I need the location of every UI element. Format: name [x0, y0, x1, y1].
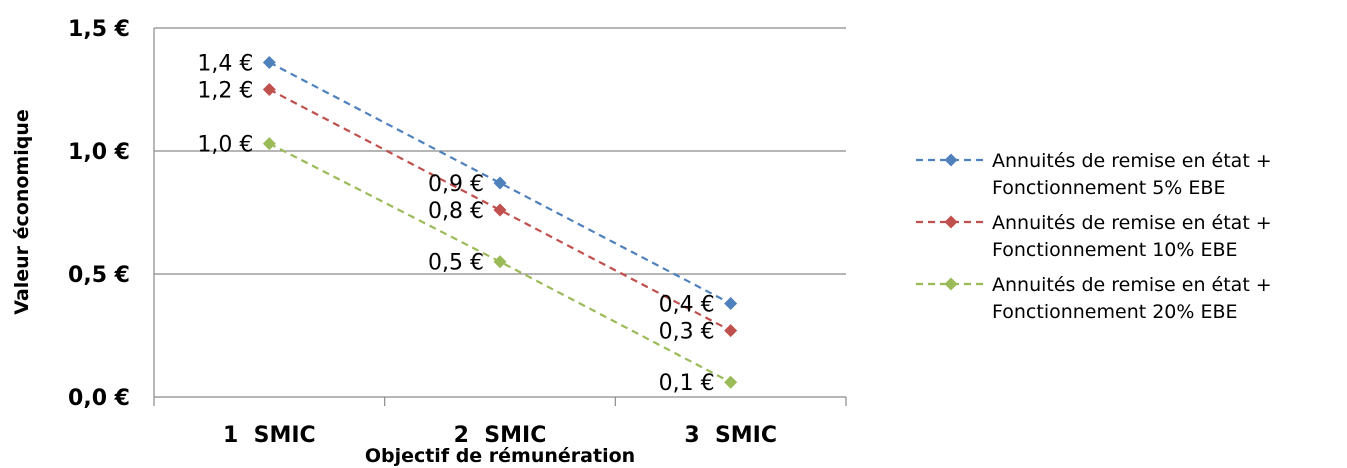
legend-label: Annuités de remise en état + — [992, 212, 1272, 234]
data-point — [262, 55, 276, 69]
legend-marker — [944, 277, 958, 291]
data-point — [262, 137, 276, 151]
y-tick-label: 1,0 € — [68, 140, 130, 165]
data-point — [724, 297, 738, 311]
legend-label: Fonctionnement 20% EBE — [992, 301, 1238, 323]
legend-label: Annuités de remise en état + — [992, 274, 1272, 296]
x-tick-label: 2 SMIC — [454, 423, 547, 448]
data-label: 0,9 € — [428, 172, 484, 197]
x-axis-title: Objectif de rémunération — [365, 445, 635, 467]
legend-marker — [944, 153, 958, 167]
y-axis-title: Valeur économique — [11, 109, 33, 315]
legend: Annuités de remise en état + Fonctionneme… — [916, 150, 1272, 323]
gridlines — [154, 27, 846, 275]
data-point — [493, 203, 507, 217]
y-tick-label: 0,0 € — [68, 386, 130, 411]
data-label: 1,0 € — [197, 133, 253, 158]
data-label: 0,8 € — [428, 199, 484, 224]
data-labels: 1,4 € 0,9 € 0,4 € 1,2 € 0,8 € 0,3 € 1,0 € 0,5 €… — [197, 51, 714, 396]
legend-marker — [944, 215, 958, 229]
data-point — [262, 83, 276, 96]
data-point — [493, 176, 507, 190]
series-group — [262, 55, 738, 389]
data-label: 1,2 € — [197, 79, 253, 104]
legend-label: Fonctionnement 10% EBE — [992, 239, 1238, 261]
series-line — [268, 61, 732, 305]
series-line — [268, 142, 732, 384]
data-point — [493, 255, 507, 269]
series-line — [268, 88, 732, 332]
data-label: 1,4 € — [197, 51, 253, 76]
y-tick-label: 0,5 € — [68, 263, 130, 288]
data-label: 0,5 € — [428, 251, 484, 276]
legend-label: Fonctionnement 5% EBE — [992, 177, 1225, 199]
axes — [153, 28, 847, 406]
y-tick-label: 1,5 € — [68, 17, 130, 42]
data-label: 0,1 € — [659, 371, 715, 396]
legend-label: Annuités de remise en état + — [992, 150, 1272, 172]
x-tick-label: 1 SMIC — [223, 423, 316, 448]
data-label: 0,3 € — [659, 320, 715, 345]
data-point — [724, 375, 738, 389]
x-tick-label: 3 SMIC — [684, 423, 777, 448]
data-point — [724, 324, 738, 338]
tick-labels: 0,0 € 0,5 € 1,0 € 1,5 € 1 SMIC 2 SMIC 3 SMIC — [68, 17, 777, 448]
data-label: 0,4 € — [659, 293, 715, 318]
